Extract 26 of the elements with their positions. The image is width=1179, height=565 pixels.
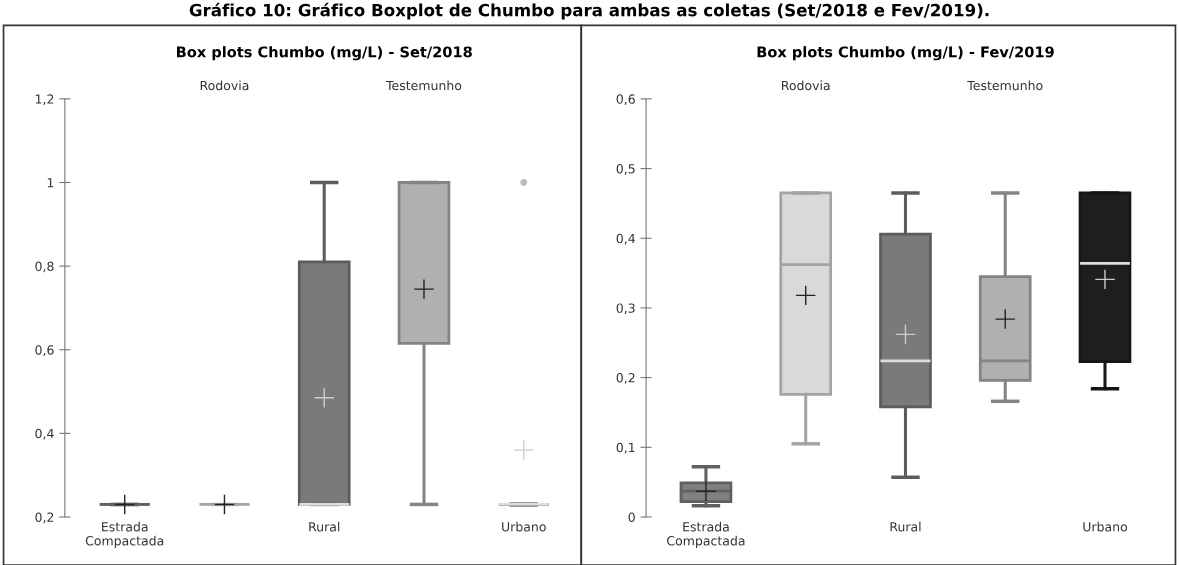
y-tick-label: 0,5 xyxy=(616,164,635,175)
text: Gráfico 10: Gráfico Boxplot de Chumbo para ambas as coletas (Set/2018 e Fev/2019). xyxy=(189,2,989,20)
x-tick-label: Testemunho xyxy=(386,80,462,91)
x-tick-label: Urbano xyxy=(502,521,546,532)
y-tick-label: 0,8 xyxy=(35,261,54,273)
x-tick-label: Rural xyxy=(309,521,340,532)
chart-title: Box plots Chumbo (mg/L) - Set/2018 xyxy=(177,46,472,61)
y-tick-label: 0,2 xyxy=(616,373,635,384)
y-tick-label: 0 xyxy=(628,512,635,522)
y-tick-label: 0,1 xyxy=(616,442,635,454)
x-tick-label: Rodovia xyxy=(200,80,249,91)
x-tick-label: Urbano xyxy=(1083,521,1128,532)
chart-title: Box plots Chumbo (mg/L) - Fev/2019 xyxy=(757,46,1054,61)
x-tick-label: Estrada Compactada xyxy=(85,521,164,548)
x-tick-label: Estrada Compactada xyxy=(667,521,745,548)
y-tick-label: 0,6 xyxy=(35,345,54,356)
y-tick-label: 0,3 xyxy=(616,303,635,315)
y-tick-label: 1,2 xyxy=(35,94,54,106)
x-tick-label: Rodovia xyxy=(781,80,830,91)
y-tick-label: 0,2 xyxy=(35,512,54,524)
y-tick-label: 1 xyxy=(47,178,54,188)
y-tick-label: 0,6 xyxy=(616,94,635,106)
x-tick-label: Rural xyxy=(890,521,921,532)
y-tick-label: 0,4 xyxy=(35,428,54,440)
x-tick-label: Testemunho xyxy=(967,80,1043,91)
y-tick-label: 0,4 xyxy=(616,233,635,245)
